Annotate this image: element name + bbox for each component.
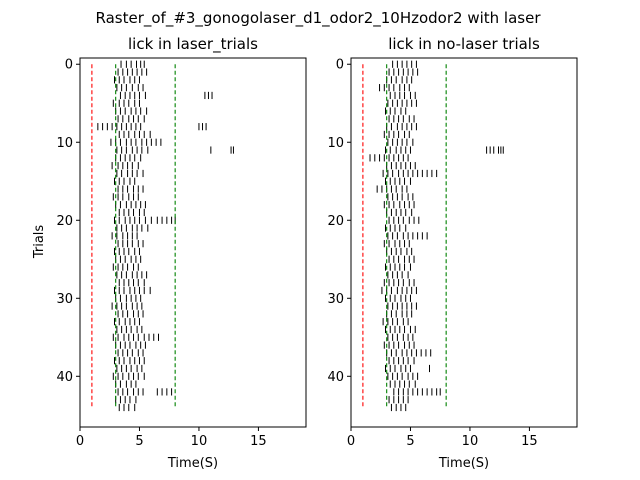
x-axis-label: Time(S) bbox=[167, 456, 218, 471]
y-axis-label: Trials bbox=[32, 225, 47, 260]
y-tick-label: 30 bbox=[56, 292, 73, 307]
y-tick-label: 40 bbox=[56, 370, 73, 385]
x-tick-label: 15 bbox=[250, 434, 267, 449]
y-tick-label: 10 bbox=[327, 136, 344, 151]
x-tick-label: 10 bbox=[191, 434, 208, 449]
plot-area bbox=[350, 57, 578, 428]
x-axis-label: Time(S) bbox=[438, 456, 489, 471]
plot-area bbox=[79, 57, 307, 428]
y-tick-label: 10 bbox=[56, 136, 73, 151]
y-tick-label: 20 bbox=[56, 214, 73, 229]
panel-no-laser-trials: 0 5 10 15 0 10 20 30 40 lick in no-laser trials Ti… bbox=[327, 35, 578, 471]
figure-suptitle: Raster_of_#3_gonogolaser_d1_odor2_10Hzod… bbox=[95, 9, 541, 28]
chart-title: lick in no-laser trials bbox=[388, 35, 540, 53]
y-tick-label: 40 bbox=[327, 370, 344, 385]
x-tick-label: 0 bbox=[347, 434, 355, 449]
x-tick-label: 15 bbox=[521, 434, 538, 449]
y-tick-label: 0 bbox=[336, 58, 344, 73]
x-tick-label: 5 bbox=[135, 434, 143, 449]
y-tick-label: 20 bbox=[327, 214, 344, 229]
y-tick-label: 0 bbox=[65, 58, 73, 73]
panel-laser-trials: 0 5 10 15 0 10 20 30 40 lick in laser_trials Time(… bbox=[32, 35, 307, 471]
x-tick-label: 0 bbox=[76, 434, 84, 449]
x-tick-label: 10 bbox=[462, 434, 479, 449]
chart-title: lick in laser_trials bbox=[128, 35, 258, 54]
x-tick-label: 5 bbox=[406, 434, 414, 449]
y-tick-label: 30 bbox=[327, 292, 344, 307]
lick-events bbox=[97, 60, 234, 412]
lick-events bbox=[369, 60, 504, 412]
